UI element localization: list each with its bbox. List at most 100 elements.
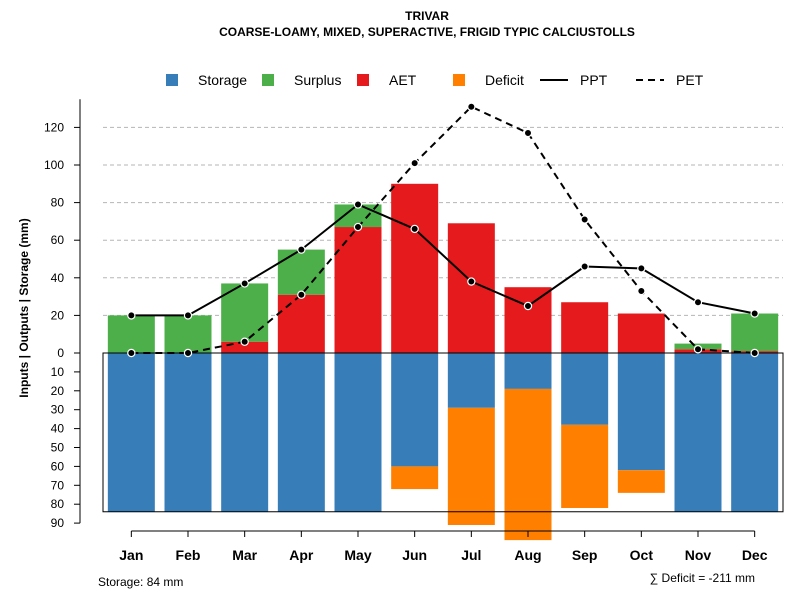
ppt-point-may bbox=[353, 200, 363, 209]
y-tick-label-lower-50: 50 bbox=[51, 441, 65, 455]
deficit-bar-oct bbox=[617, 470, 665, 493]
storage-bar-jan bbox=[107, 353, 155, 512]
legend-swatch-storage bbox=[166, 74, 178, 86]
y-axis-label: Inputs | Outputs | Storage (mm) bbox=[17, 218, 31, 397]
y-tick-label-upper-0: 0 bbox=[57, 346, 64, 360]
storage-bar-dec bbox=[731, 353, 779, 512]
y-tick-label-upper-20: 20 bbox=[51, 308, 65, 322]
legend-label-surplus: Surplus bbox=[294, 72, 341, 88]
y-tick-label-upper-100: 100 bbox=[44, 158, 64, 172]
x-tick-label-oct: Oct bbox=[630, 547, 654, 563]
ppt-point-mar bbox=[240, 279, 249, 288]
ppt-point-dec bbox=[750, 309, 759, 318]
y-tick-label-lower-40: 40 bbox=[51, 422, 65, 436]
pet-point-dec bbox=[750, 348, 759, 358]
x-tick-label-aug: Aug bbox=[514, 547, 541, 563]
pet-line bbox=[131, 105, 755, 354]
ppt-point-nov bbox=[693, 298, 703, 307]
pet-point-aug bbox=[523, 128, 533, 138]
storage-bar-jul bbox=[447, 353, 495, 408]
deficit-footnote: ∑ Deficit = -211 mm bbox=[650, 571, 755, 585]
pet-point-nov bbox=[693, 345, 703, 354]
surplus-bar-apr bbox=[277, 249, 325, 295]
pet-point-jun bbox=[410, 158, 419, 168]
pet-point-jan bbox=[127, 348, 136, 358]
legend-label-storage: Storage bbox=[198, 72, 247, 88]
pet-point-sep bbox=[580, 215, 589, 224]
aet-bar-sep bbox=[561, 302, 609, 353]
deficit-bar-sep bbox=[561, 424, 609, 508]
ppt-point-oct bbox=[637, 264, 646, 273]
storage-bar-feb bbox=[164, 353, 212, 512]
y-tick-label-upper-40: 40 bbox=[51, 271, 65, 285]
legend-label-aet: AET bbox=[389, 72, 417, 88]
y-tick-label-lower-70: 70 bbox=[51, 478, 65, 492]
storage-bar-sep bbox=[561, 353, 609, 425]
storage-bar-mar bbox=[221, 353, 269, 512]
aet-bar-may bbox=[334, 227, 382, 353]
ppt-point-jan bbox=[127, 311, 136, 320]
ppt-line bbox=[131, 203, 755, 317]
chart-subtitle: COARSE-LOAMY, MIXED, SUPERACTIVE, FRIGID… bbox=[219, 25, 635, 39]
x-tick-label-nov: Nov bbox=[685, 547, 712, 563]
pet-point-may bbox=[353, 222, 363, 232]
ppt-point-jun bbox=[410, 224, 419, 234]
deficit-bar-aug bbox=[504, 388, 552, 541]
storage-bar-apr bbox=[277, 353, 325, 512]
deficit-bar-jun bbox=[391, 466, 439, 490]
aet-bar-aug bbox=[504, 287, 552, 353]
pet-point-apr bbox=[297, 290, 306, 299]
ppt-point-aug bbox=[523, 301, 533, 311]
bars bbox=[107, 183, 779, 541]
storage-bar-oct bbox=[617, 353, 665, 471]
x-tick-label-jan: Jan bbox=[119, 547, 143, 563]
legend-swatch-aet bbox=[357, 74, 369, 86]
ppt-point-apr bbox=[297, 245, 306, 254]
y-tick-label-lower-90: 90 bbox=[51, 516, 65, 530]
ppt-point-sep bbox=[580, 262, 589, 271]
aet-bar-mar bbox=[221, 341, 269, 353]
y-tick-label-lower-20: 20 bbox=[51, 384, 65, 398]
y-tick-label-lower-80: 80 bbox=[51, 497, 65, 511]
legend: Storage Surplus AET Deficit PPT PET bbox=[166, 72, 704, 88]
surplus-bar-dec bbox=[731, 313, 779, 352]
y-tick-label-upper-80: 80 bbox=[51, 196, 65, 210]
storage-bar-may bbox=[334, 353, 382, 512]
axes: 0 20 40 60 80 100 120 10 20 30 40 50 60 70 80 90 Jan Feb M… bbox=[44, 99, 784, 563]
gridlines bbox=[103, 126, 783, 316]
aet-bar-jun bbox=[391, 183, 439, 353]
y-tick-label-lower-60: 60 bbox=[51, 459, 65, 473]
storage-bar-aug bbox=[504, 353, 552, 389]
y-tick-label-upper-120: 120 bbox=[44, 120, 64, 134]
x-tick-label-mar: Mar bbox=[232, 547, 257, 563]
x-tick-label-jun: Jun bbox=[402, 547, 427, 563]
pet-point-oct bbox=[637, 286, 646, 296]
legend-swatch-deficit bbox=[453, 74, 465, 86]
legend-label-pet: PET bbox=[676, 72, 704, 88]
storage-capacity-box bbox=[102, 352, 784, 513]
aet-bar-oct bbox=[617, 313, 665, 353]
x-tick-label-sep: Sep bbox=[572, 547, 598, 563]
x-tick-label-may: May bbox=[344, 547, 371, 563]
pet-point-jul bbox=[467, 102, 476, 111]
x-tick-label-dec: Dec bbox=[742, 547, 768, 563]
ppt-point-jul bbox=[467, 277, 476, 286]
deficit-bar-jul bbox=[447, 407, 495, 525]
x-tick-label-jul: Jul bbox=[461, 547, 481, 563]
storage-bar-nov bbox=[674, 353, 722, 512]
legend-label-ppt: PPT bbox=[580, 72, 608, 88]
pet-point-feb bbox=[183, 348, 193, 358]
surplus-bar-jan bbox=[107, 315, 155, 353]
storage-footnote: Storage: 84 mm bbox=[98, 575, 183, 589]
legend-label-deficit: Deficit bbox=[485, 72, 524, 88]
series-lines bbox=[127, 102, 759, 358]
y-tick-label-lower-10: 10 bbox=[51, 365, 65, 379]
storage-bar-jun bbox=[391, 353, 439, 467]
ppt-point-feb bbox=[183, 311, 193, 320]
y-tick-label-upper-60: 60 bbox=[51, 233, 65, 247]
x-tick-label-apr: Apr bbox=[289, 547, 314, 563]
chart-title: TRIVAR bbox=[405, 9, 449, 23]
pet-point-mar bbox=[240, 337, 249, 346]
y-tick-label-lower-30: 30 bbox=[51, 403, 65, 417]
